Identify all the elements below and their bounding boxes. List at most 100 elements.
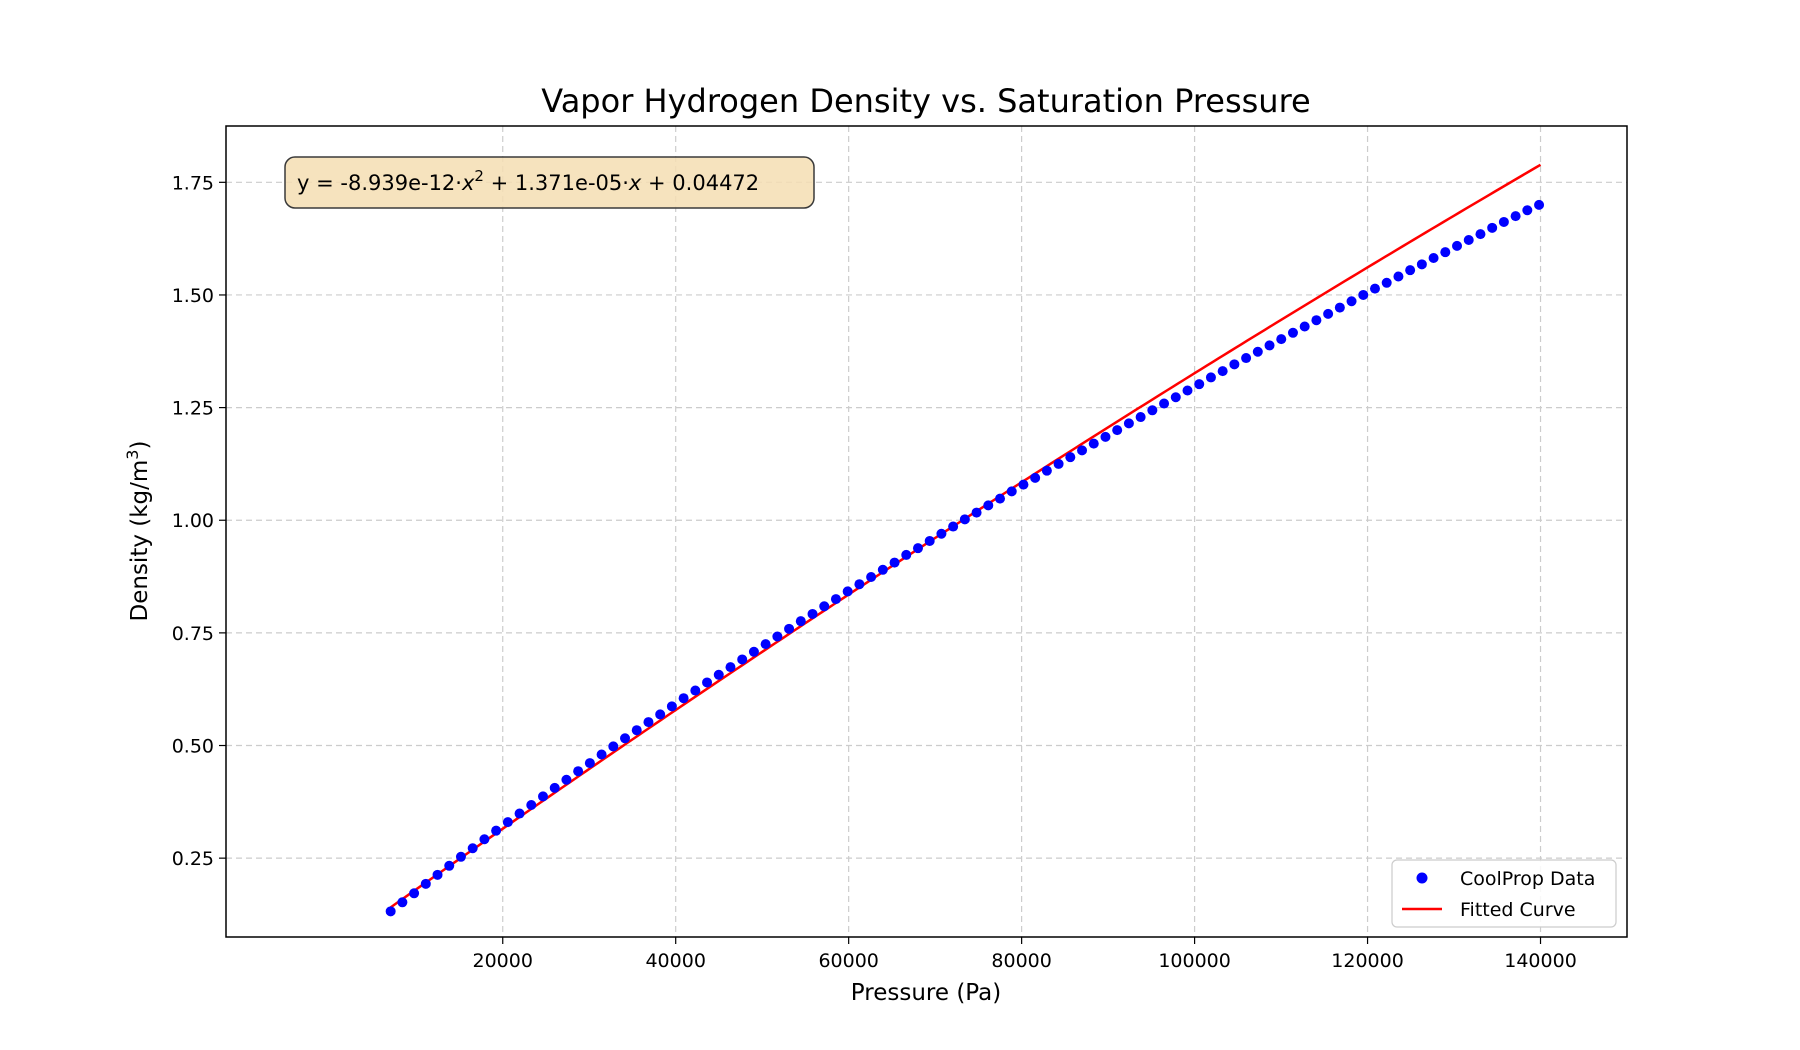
- data-point: [983, 500, 994, 511]
- equation-var2: x: [628, 171, 642, 195]
- data-point: [842, 586, 853, 597]
- data-point: [1217, 366, 1228, 377]
- x-tick-label: 120000: [1331, 950, 1404, 972]
- data-point: [467, 843, 478, 854]
- data-point: [479, 834, 490, 845]
- data-point: [666, 701, 677, 712]
- legend-marker-coolprop: [1416, 872, 1428, 884]
- x-tick-label: 140000: [1504, 950, 1577, 972]
- data-point: [1065, 452, 1076, 463]
- y-axis-label: Density (kg/m3): [123, 441, 153, 622]
- data-point: [1334, 302, 1345, 313]
- data-point: [397, 897, 408, 908]
- data-point: [631, 725, 642, 736]
- x-tick-label: 20000: [473, 950, 533, 972]
- data-point: [491, 825, 502, 836]
- data-point: [1475, 229, 1486, 240]
- data-point: [1510, 211, 1521, 222]
- equation-sup: 2: [474, 167, 484, 185]
- legend-frame: [1391, 859, 1617, 928]
- data-point: [866, 572, 877, 583]
- data-point: [912, 543, 923, 554]
- data-point: [678, 693, 689, 704]
- data-point: [713, 669, 724, 680]
- data-point: [784, 623, 795, 634]
- data-point: [1194, 379, 1205, 390]
- data-point: [549, 782, 560, 793]
- data-point: [690, 685, 701, 696]
- data-point: [760, 639, 771, 650]
- data-point: [702, 677, 713, 688]
- data-point: [807, 608, 818, 619]
- data-point: [924, 535, 935, 546]
- data-point: [1369, 283, 1380, 294]
- data-point: [737, 654, 748, 665]
- data-point: [854, 579, 865, 590]
- x-axis-label: Pressure (Pa): [851, 980, 1001, 1006]
- x-tick-label: 60000: [818, 950, 878, 972]
- data-point: [748, 646, 759, 657]
- x-tick-label: 40000: [645, 950, 705, 972]
- data-point: [889, 557, 900, 568]
- equation-part3: + 0.04472: [641, 171, 759, 195]
- data-point: [1018, 479, 1029, 490]
- data-point: [1498, 216, 1509, 227]
- data-point: [1205, 372, 1216, 383]
- legend: CoolProp Data Fitted Curve: [1391, 859, 1617, 928]
- data-point: [1252, 346, 1263, 357]
- data-point: [725, 662, 736, 673]
- data-point: [1264, 340, 1275, 351]
- data-point: [1276, 334, 1287, 345]
- x-tick-label: 100000: [1158, 950, 1231, 972]
- y-axis-label-tail: ): [127, 441, 153, 450]
- data-point: [1440, 247, 1451, 258]
- chart-title: Vapor Hydrogen Density vs. Saturation Pr…: [541, 82, 1310, 120]
- y-tick-label: 1.50: [172, 285, 214, 307]
- data-point: [596, 749, 607, 760]
- data-point: [819, 601, 830, 612]
- data-point: [1053, 458, 1064, 469]
- data-point: [995, 493, 1006, 504]
- equation-box-background: [284, 156, 815, 209]
- equation-part2: + 1.371e-05·: [484, 171, 629, 195]
- data-point: [1381, 277, 1392, 288]
- equation-box: y = -8.939e-12·x2 + 1.371e-05·x + 0.0447…: [284, 156, 815, 209]
- legend-label-coolprop: CoolProp Data: [1460, 868, 1595, 890]
- data-point: [795, 616, 806, 627]
- data-point: [877, 564, 888, 575]
- plot-area-frame: [225, 125, 1628, 938]
- data-point: [1088, 438, 1099, 449]
- data-point: [502, 817, 513, 828]
- data-point: [1463, 234, 1474, 245]
- data-point: [1041, 465, 1052, 476]
- data-point: [432, 869, 443, 880]
- data-point: [971, 507, 982, 518]
- data-point: [409, 888, 420, 899]
- data-point: [1229, 359, 1240, 370]
- data-point: [772, 631, 783, 642]
- data-point: [1452, 240, 1463, 251]
- equation-text: y = -8.939e-12·x2 + 1.371e-05·x + 0.0447…: [297, 167, 759, 195]
- data-point: [1323, 308, 1334, 319]
- data-point: [1100, 431, 1111, 442]
- data-point: [936, 528, 947, 539]
- data-point: [901, 549, 912, 560]
- data-point: [455, 851, 466, 862]
- y-tick-label: 1.00: [172, 510, 214, 532]
- data-point: [1428, 253, 1439, 264]
- data-point: [608, 741, 619, 752]
- data-point: [830, 594, 841, 605]
- data-point: [1299, 321, 1310, 332]
- y-axis-label-sup: 3: [123, 449, 142, 459]
- data-point: [643, 717, 654, 728]
- x-axis-ticks: 20000 40000 60000 80000 100000 120000 140000: [473, 937, 1577, 972]
- data-point: [526, 799, 537, 810]
- equation-var1: x: [461, 171, 475, 195]
- data-point: [1522, 205, 1533, 216]
- y-tick-label: 1.25: [172, 398, 214, 420]
- equation-part1: y = -8.939e-12·: [297, 171, 462, 195]
- data-point: [514, 808, 525, 819]
- data-point: [1487, 222, 1498, 233]
- legend-label-fitted: Fitted Curve: [1460, 899, 1576, 921]
